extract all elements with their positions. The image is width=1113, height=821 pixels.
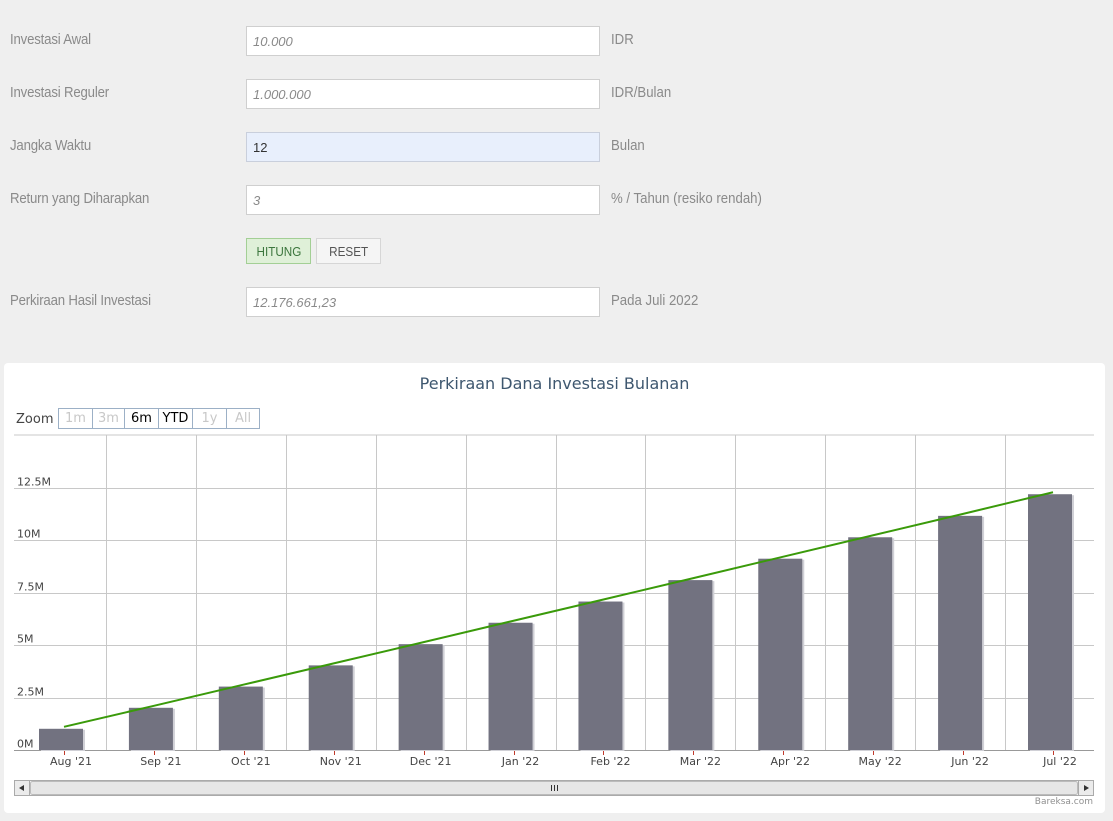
investasi-awal-unit: IDR [611,31,634,48]
bar [128,707,173,750]
bar [938,515,983,750]
hitung-button[interactable]: HITUNG [246,238,311,264]
investasi-awal-label: Investasi Awal [10,31,91,48]
y-tick-label: 7.5M [17,581,44,594]
zoom-all-button[interactable]: All [226,408,260,429]
chart-plot: 0M 2.5M 5M 7.5M 10M 12.5M Aug '21 Sep '21 Oct '2… [14,434,1094,796]
hitung-button-label: HITUNG [256,243,301,259]
bar [308,665,353,750]
result-output[interactable] [246,287,600,317]
investasi-reguler-unit: IDR/Bulan [611,84,672,101]
form-row-investasi-reguler: Investasi Reguler IDR/Bulan [0,79,1113,109]
bar [848,537,893,750]
form-row-investasi-awal: Investasi Awal IDR [0,26,1113,56]
x-tick-label: Sep '21 [140,755,181,768]
form-row-jangka-waktu: Jangka Waktu Bulan [0,132,1113,162]
bar [578,601,623,750]
x-tick-label: Aug '21 [50,755,92,768]
bar [39,728,83,750]
scroll-right-arrow-icon [1084,785,1089,791]
x-tick-label: Apr '22 [770,755,810,768]
bar [668,580,713,750]
bar [758,558,803,750]
x-tick-label: Dec '21 [410,755,452,768]
zoom-1y-button[interactable]: 1y [192,408,227,429]
investasi-awal-input[interactable] [246,26,600,56]
jangka-waktu-unit: Bulan [611,137,645,154]
bar [218,686,263,750]
result-label: Perkiraan Hasil Investasi [10,292,151,309]
scroll-left-arrow-icon [19,785,24,791]
chart-title: Perkiraan Dana Investasi Bulanan [419,374,690,393]
x-tick-label: Jun '22 [950,755,989,768]
x-tick-label: Jan '22 [501,755,539,768]
investasi-reguler-label: Investasi Reguler [10,84,109,101]
y-tick-label: 0M [17,738,34,751]
jangka-waktu-label: Jangka Waktu [10,137,92,154]
x-tick-label: Feb '22 [590,755,630,768]
y-tick-label: 12.5M [17,476,51,489]
trend-line [63,491,1054,728]
x-tick-label: Nov '21 [320,755,362,768]
chart-panel: Perkiraan Dana Investasi Bulanan Zoom 1m… [4,363,1105,813]
form-row-return: Return yang Diharapkan % / Tahun (resiko… [0,185,1113,215]
reset-button-label: RESET [328,243,369,259]
return-unit: % / Tahun (resiko rendah) [611,190,762,207]
return-label: Return yang Diharapkan [10,190,150,207]
form-row-result: Perkiraan Hasil Investasi Pada Juli 2022 [0,287,1113,317]
y-tick-label: 10M [17,528,41,541]
bar [1028,494,1072,750]
x-tick-label: May '22 [859,755,902,768]
investasi-reguler-input[interactable] [246,79,600,109]
y-tick-label: 5M [17,633,34,646]
bar [488,622,533,750]
zoom-buttons: 1m 3m 6m YTD 1y All [58,408,260,429]
return-input[interactable] [246,185,600,215]
jangka-waktu-input[interactable] [246,132,600,162]
credit-label: Bareksa.com [1034,797,1093,807]
y-tick-label: 2.5M [17,686,44,699]
bar [398,644,443,750]
reset-button[interactable]: RESET [316,238,381,264]
zoom-label: Zoom [16,412,54,427]
result-unit: Pada Juli 2022 [611,292,699,309]
x-tick-label: Oct '21 [231,755,271,768]
x-tick-label: Jul '22 [1042,755,1077,768]
zoom-ytd-button[interactable]: YTD [158,408,193,429]
x-tick-label: Mar '22 [680,755,721,768]
